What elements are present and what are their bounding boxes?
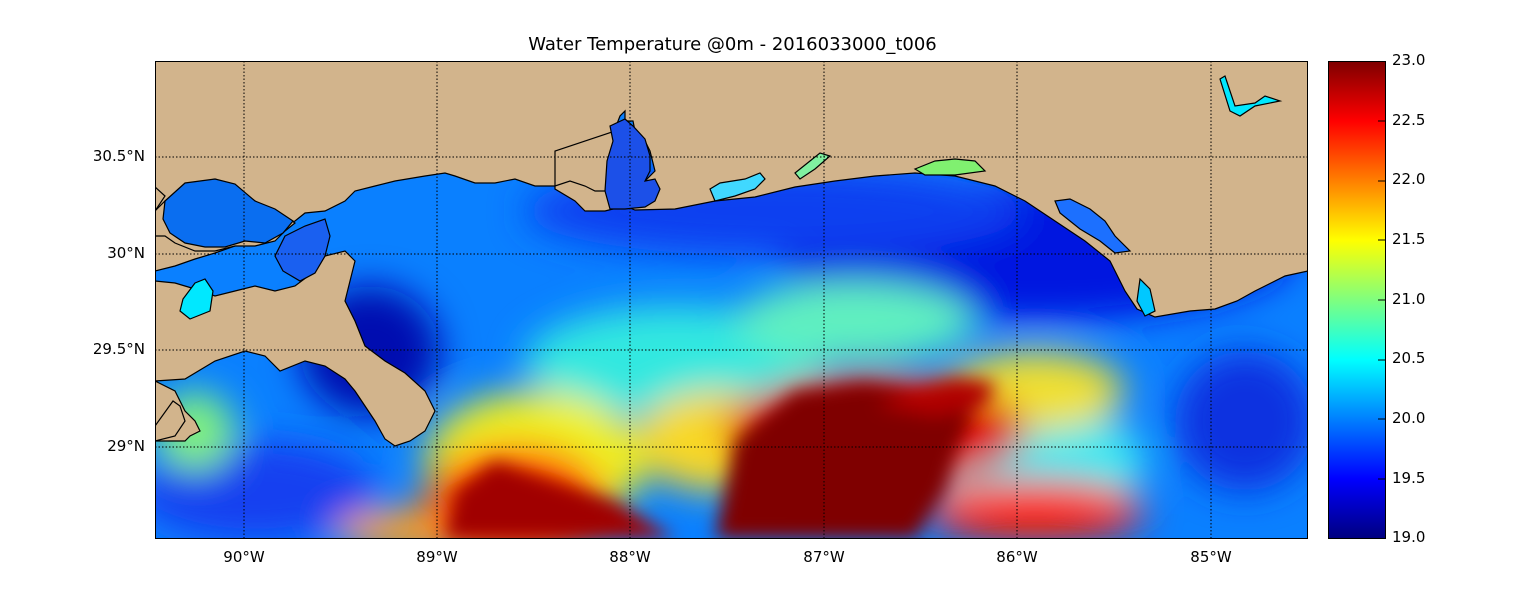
hot-filament	[875, 379, 995, 416]
inland-lake-2	[1219, 75, 1283, 117]
lat-label-30-5n: 30.5°N	[92, 147, 145, 165]
lon-label-85w: 85°W	[1190, 548, 1232, 566]
apalachicola-bay	[1054, 198, 1132, 254]
hot-core-west	[445, 461, 675, 539]
louisiana-land	[155, 186, 201, 442]
pensacola-bay	[709, 172, 766, 202]
colorbar-tick-22-5: 22.5	[1392, 111, 1426, 129]
colorbar-tick-19-5: 19.5	[1392, 469, 1426, 487]
colorbar-tick-19-0: 19.0	[1392, 528, 1426, 546]
map-title: Water Temperature @0m - 2016033000_t006	[528, 34, 937, 55]
lon-label-88w: 88°W	[609, 548, 651, 566]
lake-pontchartrain	[162, 178, 294, 248]
colorbar-tick-20-5: 20.5	[1392, 349, 1426, 367]
lon-label-87w: 87°W	[803, 548, 845, 566]
colorbar-tick-21-5: 21.5	[1392, 230, 1426, 248]
lon-label-86w: 86°W	[996, 548, 1038, 566]
hot-core	[715, 383, 975, 539]
lat-label-30n: 30°N	[107, 244, 145, 262]
lon-label-89w: 89°W	[416, 548, 458, 566]
temperature-map[interactable]	[155, 61, 1308, 539]
map-border	[155, 61, 1308, 539]
choctawhatchee-bay	[794, 152, 832, 180]
colorbar-tick-22-0: 22.0	[1392, 170, 1426, 188]
colorbar-gradient	[1328, 61, 1386, 539]
lat-label-29-5n: 29.5°N	[92, 340, 145, 358]
lat-label-29n: 29°N	[107, 437, 145, 455]
land	[155, 61, 1308, 447]
st-andrews-bay	[913, 158, 987, 176]
graticule	[155, 61, 1308, 539]
west-coast-marsh	[155, 400, 186, 442]
colorbar	[1328, 61, 1386, 539]
mobile-bay	[604, 118, 661, 210]
lon-label-90w: 90°W	[223, 548, 265, 566]
warm-red-east	[925, 481, 1145, 539]
lake-borgne	[274, 218, 331, 282]
colorbar-tick-20-0: 20.0	[1392, 409, 1426, 427]
colorbar-tick-23-0: 23.0	[1392, 51, 1426, 69]
st-joseph-bay	[1136, 277, 1156, 317]
colorbar-tick-21-0: 21.0	[1392, 290, 1426, 308]
inland-lake-1	[179, 278, 214, 320]
mid-band-2	[735, 281, 975, 361]
cold-patch-se	[1175, 351, 1308, 491]
